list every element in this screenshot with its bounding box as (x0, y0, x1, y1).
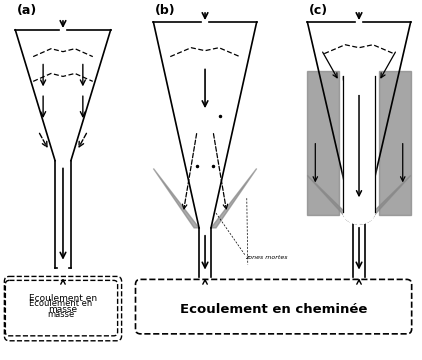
Polygon shape (365, 175, 411, 220)
Text: (c): (c) (309, 4, 328, 17)
Text: Ecoulement en
masse: Ecoulement en masse (29, 294, 97, 314)
FancyBboxPatch shape (135, 279, 412, 334)
FancyBboxPatch shape (5, 280, 118, 336)
Text: (a): (a) (17, 4, 38, 17)
Polygon shape (307, 72, 339, 215)
Text: Ecoulement en cheminée: Ecoulement en cheminée (180, 303, 367, 316)
Text: (b): (b) (155, 4, 176, 17)
Polygon shape (153, 168, 199, 228)
Polygon shape (307, 175, 353, 220)
Polygon shape (211, 168, 257, 228)
FancyBboxPatch shape (4, 276, 122, 341)
Polygon shape (343, 76, 375, 212)
Text: Ecoulement en
masse: Ecoulement en masse (30, 300, 92, 319)
Polygon shape (379, 72, 411, 215)
Text: zones mortes: zones mortes (245, 255, 287, 260)
Polygon shape (343, 212, 375, 224)
Polygon shape (343, 76, 375, 94)
